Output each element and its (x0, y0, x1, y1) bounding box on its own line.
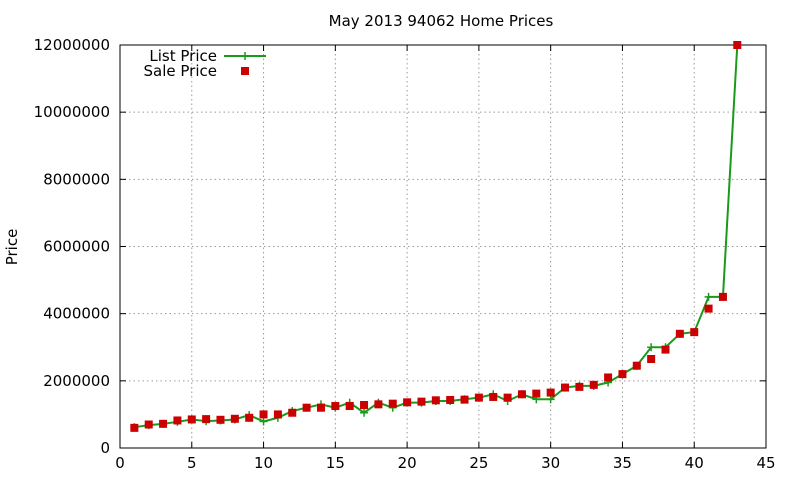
ticks-layer: 0 5 10 15 20 25 30 35 40 45 0 2000000 4000000 6000000… (34, 36, 776, 472)
sale-price-point (245, 413, 254, 422)
y-tick-label: 8000000 (43, 170, 110, 188)
sale-price-point (345, 402, 354, 411)
sale-price-point (704, 304, 713, 313)
sale-price-point (460, 395, 469, 404)
sale-price-point (446, 395, 455, 404)
sale-price-point (690, 328, 699, 337)
sale-price-point (374, 400, 383, 409)
sale-price-point (517, 390, 526, 399)
sale-price-point (388, 399, 397, 408)
sale-price-point (331, 402, 340, 411)
legend-marker-list-price (241, 52, 249, 60)
sale-price-point (202, 415, 211, 424)
series-line-list-price (134, 44, 739, 429)
sale-price-point (632, 361, 641, 370)
sale-price-point (417, 397, 426, 406)
sale-price-point (431, 396, 440, 405)
sale-price-point (661, 345, 670, 354)
legend: List Price Sale Price (144, 47, 266, 80)
x-tick-label: 30 (541, 454, 560, 472)
x-tick-label: 10 (254, 454, 273, 472)
y-tick-label: 4000000 (43, 305, 110, 323)
sale-price-point (173, 416, 182, 425)
sale-price-point (733, 41, 742, 49)
sale-price-point (259, 410, 268, 419)
sale-price-point (489, 392, 498, 401)
x-tick-label: 40 (685, 454, 704, 472)
x-tick-label: 25 (469, 454, 488, 472)
legend-marker-sale-price (241, 67, 249, 75)
list-price-point (546, 395, 555, 404)
y-tick-label: 10000000 (34, 103, 110, 121)
data-layer (130, 41, 742, 432)
sale-price-point (302, 403, 311, 412)
sale-price-point (718, 292, 727, 301)
y-axis-label: Price (3, 229, 21, 266)
chart-title: May 2013 94062 Home Prices (329, 12, 554, 30)
sale-price-point (675, 329, 684, 338)
sale-price-point (503, 393, 512, 402)
sale-price-point (647, 355, 656, 364)
sale-price-point (474, 393, 483, 402)
sale-price-point (589, 380, 598, 389)
sale-price-point (316, 403, 325, 412)
x-tick-label: 35 (613, 454, 632, 472)
list-price-point (704, 292, 713, 301)
list-price-point (360, 408, 369, 417)
x-tick-label: 15 (326, 454, 345, 472)
sale-price-point (187, 415, 196, 424)
legend-label-sale-price: Sale Price (144, 62, 217, 80)
sale-price-point (575, 382, 584, 391)
sale-price-point (618, 370, 627, 379)
sale-price-point (273, 410, 282, 419)
sale-price-point (532, 389, 541, 398)
legend-label-list-price: List Price (149, 47, 217, 65)
list-price-point (259, 417, 268, 426)
sale-price-point (403, 398, 412, 407)
sale-price-point (144, 420, 153, 429)
sale-price-point (546, 388, 555, 397)
sale-price-point (288, 408, 297, 417)
sale-price-point (230, 414, 239, 423)
sale-price-point (130, 423, 139, 432)
x-tick-label: 45 (756, 454, 775, 472)
sale-price-point (604, 373, 613, 382)
x-tick-label: 20 (398, 454, 417, 472)
sale-price-point (561, 383, 570, 392)
sale-price-point (216, 415, 225, 424)
y-tick-label: 2000000 (43, 372, 110, 390)
y-tick-label: 12000000 (34, 36, 110, 54)
x-tick-label: 0 (115, 454, 125, 472)
x-tick-label: 5 (187, 454, 197, 472)
sale-price-point (159, 419, 168, 428)
y-tick-label: 6000000 (43, 238, 110, 256)
grid-layer (120, 45, 766, 448)
list-price-point (647, 343, 656, 352)
y-tick-label: 0 (100, 439, 110, 457)
sale-price-point (360, 401, 369, 410)
